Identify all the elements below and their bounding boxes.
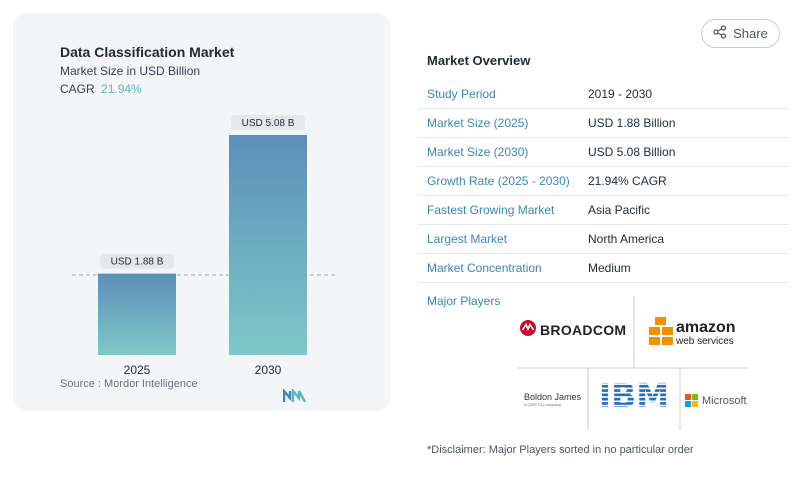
- aws-sub: web services: [676, 336, 734, 347]
- source-text: Source : Mordor Intelligence: [60, 378, 198, 390]
- overview-key: Study Period: [427, 87, 496, 101]
- chart-title: Data Classification Market: [60, 44, 235, 60]
- chart-cagr: CAGR 21.94%: [60, 82, 142, 96]
- overview-row: Market Concentration Medium: [418, 254, 789, 283]
- bar-2025: [98, 273, 176, 355]
- overview-row: Market Size (2025) USD 1.88 Billion: [418, 109, 789, 138]
- ibm-name: IBM: [599, 376, 669, 410]
- share-label: Share: [733, 26, 768, 41]
- overview-row: Growth Rate (2025 - 2030) 21.94% CAGR: [418, 167, 789, 196]
- overview-table: Study Period 2019 - 2030 Market Size (202…: [418, 80, 789, 283]
- broadcom-icon: [520, 320, 536, 339]
- disclaimer: *Disclaimer: Major Players sorted in no …: [427, 444, 694, 456]
- aws-logo: amazon web services: [648, 316, 736, 351]
- aws-boxes-icon: [648, 316, 674, 351]
- boldon-sub: a QINETIQ company: [524, 402, 562, 407]
- broadcom-logo: BROADCOM: [520, 320, 626, 339]
- overview-value: 2019 - 2030: [588, 87, 653, 101]
- major-players-title: Major Players: [427, 294, 501, 308]
- microsoft-name: Microsoft: [702, 394, 747, 407]
- broadcom-name: BROADCOM: [540, 321, 627, 338]
- microsoft-icon: [685, 394, 698, 407]
- ibm-logo: IBM: [594, 376, 674, 410]
- overview-key: Growth Rate (2025 - 2030): [427, 174, 570, 188]
- overview-row: Study Period 2019 - 2030: [418, 80, 789, 109]
- aws-main: amazon: [676, 319, 736, 336]
- overview-value: USD 5.08 Billion: [588, 145, 676, 159]
- overview-value: Asia Pacific: [588, 203, 651, 217]
- overview-row: Largest Market North America: [418, 225, 789, 254]
- overview-key: Market Size (2025): [427, 116, 529, 130]
- x-tick-label: 2025: [124, 363, 151, 377]
- cagr-label: CAGR: [60, 82, 95, 96]
- data-label: USD 1.88 B: [111, 257, 164, 268]
- chart-card: [13, 13, 390, 411]
- x-tick-label: 2030: [255, 363, 282, 377]
- overview-value: Medium: [588, 261, 631, 275]
- microsoft-logo: Microsoft: [685, 394, 747, 407]
- overview-key: Market Size (2030): [427, 145, 529, 159]
- overview-title: Market Overview: [427, 53, 531, 68]
- data-label-bg: [100, 253, 174, 269]
- boldon-james-logo: Boldon James a QINETIQ company: [524, 392, 581, 407]
- aws-text: amazon web services: [676, 320, 736, 347]
- overview-key: Market Concentration: [427, 261, 542, 275]
- bar-2030: [229, 135, 307, 355]
- share-icon: [713, 25, 727, 42]
- chart-subtitle: Market Size in USD Billion: [60, 64, 201, 78]
- boldon-name: Boldon James: [524, 392, 582, 402]
- share-button[interactable]: Share: [701, 19, 780, 48]
- overview-value: 21.94% CAGR: [588, 174, 667, 188]
- bar-chart: USD 1.88 B 2025 USD 5.08 B 2030: [72, 115, 338, 377]
- mordor-logo-icon: [282, 387, 307, 408]
- data-label: USD 5.08 B: [242, 118, 295, 129]
- overview-value: North America: [588, 232, 665, 246]
- overview-value: USD 1.88 Billion: [588, 116, 676, 130]
- cagr-value: 21.94%: [101, 82, 142, 96]
- data-label-bg: [231, 115, 305, 130]
- overview-row: Market Size (2030) USD 5.08 Billion: [418, 138, 789, 167]
- overview-key: Fastest Growing Market: [427, 203, 555, 217]
- overview-row: Fastest Growing Market Asia Pacific: [418, 196, 789, 225]
- overview-key: Largest Market: [427, 232, 508, 246]
